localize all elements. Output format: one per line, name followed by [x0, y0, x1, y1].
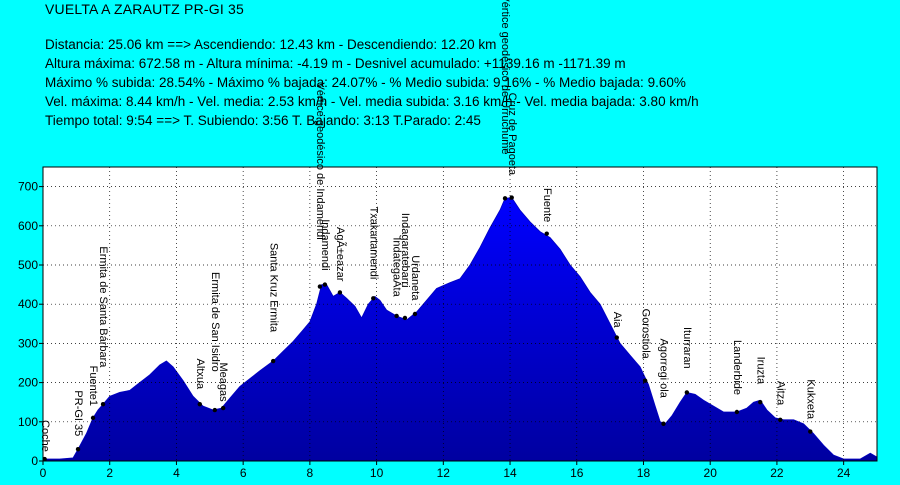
y-tick-label: 700	[18, 180, 38, 194]
stat-line-slope: Máximo % subida: 28.54% - Máximo % bajad…	[45, 75, 686, 90]
route-title: VUELTA A ZARAUTZ PR-GI 35	[45, 1, 244, 17]
waypoint-marker	[42, 456, 47, 462]
waypoint-marker	[642, 378, 648, 383]
waypoint-label: PR-GI 35	[72, 390, 84, 436]
waypoint-label: Txakartamendi	[367, 207, 379, 280]
waypoint-marker	[317, 284, 323, 289]
y-tick-label: 400	[18, 297, 38, 311]
y-tick-label: 600	[18, 219, 38, 233]
waypoint-marker	[90, 415, 96, 421]
waypoint-label: Coche	[39, 420, 51, 452]
x-tick-label: 4	[173, 466, 180, 480]
waypoint-label: Santa Kruz Ermita	[267, 243, 279, 333]
x-tick-label: 10	[370, 466, 384, 480]
y-tick-label: 500	[18, 258, 38, 272]
waypoint-label: IndategaÃta	[391, 237, 404, 297]
x-tick-label: 24	[837, 466, 851, 480]
x-tick-label: 14	[503, 466, 517, 480]
waypoint-marker	[758, 400, 763, 405]
waypoint-marker	[734, 409, 740, 415]
y-tick-label: 300	[18, 336, 38, 350]
waypoint-label: Aitza	[774, 381, 786, 406]
waypoint-marker	[661, 421, 666, 426]
waypoint-marker	[220, 405, 226, 411]
stat-line-time: Tiempo total: 9:54 ==> T. Subiendo: 3:56…	[45, 113, 481, 128]
waypoint-label: Indamendi	[319, 219, 331, 270]
waypoint-label: Fuente1	[87, 366, 99, 406]
waypoint-label: AgÃ±eazar	[334, 227, 347, 282]
x-tick-label: 6	[240, 466, 247, 480]
plot-frame	[42, 166, 878, 462]
waypoint-label: Agorregi ola	[658, 339, 670, 399]
waypoint-label: Vértice geodésico de Indamendi	[314, 83, 326, 240]
waypoint-marker	[337, 290, 343, 295]
waypoint-marker	[412, 311, 418, 317]
waypoint-label: Gorostiola	[639, 309, 651, 360]
waypoint-marker	[197, 401, 202, 407]
waypoint-label: Iruzta	[754, 357, 766, 385]
waypoint-label: Ermita de Santa Bárbara	[97, 246, 109, 368]
waypoint-label: Aia	[611, 312, 623, 329]
elevation-area	[42, 197, 878, 462]
x-tick-label: 8	[307, 466, 314, 480]
x-tick-label: 12	[437, 466, 451, 480]
waypoint-marker	[808, 429, 813, 434]
x-tick-label: 20	[704, 466, 718, 480]
waypoint-label: Fuente	[541, 188, 553, 222]
waypoint-marker	[778, 417, 783, 423]
stat-line-distance: Distancia: 25.06 km ==> Ascendiendo: 12.…	[45, 37, 497, 52]
waypoint-label: Kukxeta	[804, 379, 816, 420]
stat-line-speed: Vel. máxima: 8.44 km/h - Vel. media: 2.5…	[45, 94, 699, 109]
stat-line-altitude: Altura máxima: 672.58 m - Altura mínima:…	[45, 56, 626, 71]
waypoint-marker	[75, 447, 81, 452]
waypoint-label: Cruz de Pagoeta	[506, 93, 518, 176]
waypoint-label: Indagaratebarri	[399, 213, 411, 288]
waypoint-marker	[684, 390, 690, 395]
waypoint-marker	[394, 313, 399, 319]
waypoint-marker	[100, 401, 106, 407]
waypoint-marker	[509, 195, 514, 200]
y-tick-label: 100	[18, 415, 38, 429]
waypoint-marker	[402, 315, 408, 321]
waypoint-label: Iturraran	[681, 327, 693, 369]
x-tick-label: 0	[40, 466, 47, 480]
waypoint-label: Vértice geodésico de Urruchume	[499, 0, 511, 155]
waypoint-label: Landerbide	[731, 340, 743, 395]
waypoint-marker	[212, 407, 218, 413]
waypoint-marker	[502, 196, 508, 201]
waypoint-marker	[614, 335, 619, 340]
waypoint-label: Ermita de San Isidro	[209, 272, 221, 372]
waypoint-label: Urdaneta	[409, 255, 421, 301]
waypoint-marker	[371, 296, 376, 301]
waypoint-label: Altxua	[194, 359, 206, 390]
waypoint-marker	[322, 282, 328, 287]
y-tick-label: 0	[31, 454, 38, 468]
x-tick-label: 22	[770, 466, 784, 480]
waypoint-marker	[544, 231, 549, 236]
waypoint-label: Meagas	[217, 362, 229, 402]
x-tick-label: 16	[570, 466, 584, 480]
x-tick-label: 18	[637, 466, 651, 480]
x-tick-label: 2	[106, 466, 113, 480]
y-tick-label: 200	[18, 376, 38, 390]
waypoint-marker	[270, 358, 276, 364]
